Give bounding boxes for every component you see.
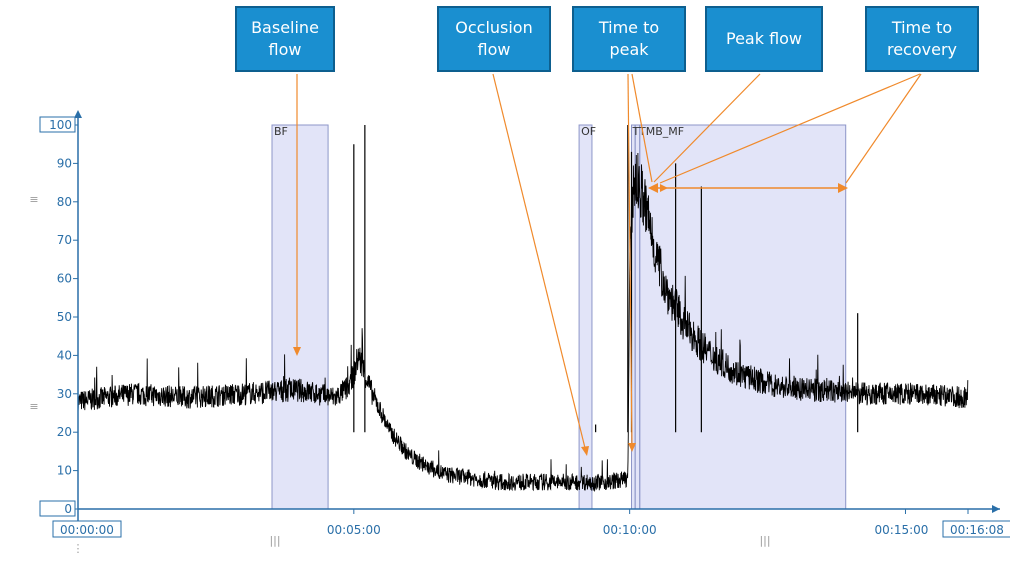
callout-baseline-flow: Baseline flow bbox=[235, 6, 335, 72]
x-tick-label: 00:15:00 bbox=[875, 523, 929, 537]
scroll-grip-icon[interactable]: ≡ bbox=[29, 400, 38, 413]
y-tick-label: 80 bbox=[57, 195, 72, 209]
y-tick-label: 90 bbox=[57, 156, 72, 170]
arrow-ttp-peak bbox=[631, 73, 653, 183]
arrow-occlusion bbox=[492, 73, 587, 453]
x-tick-label: 00:05:00 bbox=[327, 523, 381, 537]
y-tick-label: 30 bbox=[57, 387, 72, 401]
scroll-grip-icon[interactable]: ||| bbox=[269, 534, 280, 547]
y-tick-label: 60 bbox=[57, 272, 72, 286]
arrowhead-occlusion bbox=[581, 446, 589, 456]
scroll-handles: ≡ ≡ ||| ||| ⋮ bbox=[29, 193, 770, 555]
scroll-grip-icon[interactable]: ||| bbox=[759, 534, 770, 547]
annotation-arrows bbox=[293, 73, 922, 456]
y-tick-box bbox=[39, 500, 76, 517]
flow-trace bbox=[77, 125, 969, 493]
arrowhead-ttp-down bbox=[628, 443, 636, 452]
y-axis-arrow bbox=[74, 110, 82, 118]
y-tick-label: 70 bbox=[57, 233, 72, 247]
arrowhead-baseline bbox=[293, 347, 301, 356]
arrow-ttr-left bbox=[659, 73, 921, 184]
region-ttr bbox=[639, 124, 847, 510]
arrow-ttr-right bbox=[845, 73, 922, 184]
analysis-regions: BF OF TTMB_MF bbox=[271, 124, 847, 510]
axis-grip-icon: ⋮ bbox=[73, 542, 84, 555]
region-bf bbox=[271, 124, 329, 510]
callout-time-to-recovery: Time to recovery bbox=[865, 6, 979, 72]
y-tick-label: 0 bbox=[64, 502, 72, 516]
region-label-of: OF bbox=[581, 125, 596, 138]
y-tick-label: 100 bbox=[49, 118, 72, 132]
x-tick-label: 00:16:08 bbox=[950, 523, 1004, 537]
y-tick-label: 50 bbox=[57, 310, 72, 324]
arrowhead-recovery-left bbox=[648, 183, 658, 193]
x-tick-box bbox=[52, 520, 122, 538]
arrowhead-recovery-mid bbox=[660, 184, 668, 192]
callout-peak-flow: Peak flow bbox=[705, 6, 823, 72]
scroll-grip-icon[interactable]: ≡ bbox=[29, 193, 38, 206]
tick-labels: 0 10 20 30 40 50 60 70 80 90 100 00:00:00 00:05:00 00… bbox=[39, 116, 1010, 538]
y-tick-label: 20 bbox=[57, 425, 72, 439]
y-tick-label: 10 bbox=[57, 464, 72, 478]
arrowhead-recovery-right bbox=[838, 183, 848, 193]
region-label-ttp-mf: TTMB_MF bbox=[631, 125, 684, 138]
arrow-ttp-down bbox=[627, 73, 633, 449]
y-tick-box bbox=[39, 116, 76, 133]
x-axis-arrow bbox=[992, 505, 1000, 513]
arrow-peak bbox=[653, 73, 761, 183]
callout-time-to-peak: Time to peak bbox=[572, 6, 686, 72]
x-tick-label: 00:00:00 bbox=[60, 523, 114, 537]
flow-series-line bbox=[77, 152, 969, 493]
callout-occlusion-flow: Occlusion flow bbox=[437, 6, 551, 72]
axes bbox=[73, 110, 1000, 527]
x-tick-box bbox=[942, 520, 1010, 538]
region-label-bf: BF bbox=[274, 125, 288, 138]
y-tick-label: 40 bbox=[57, 348, 72, 362]
x-tick-label: 00:10:00 bbox=[603, 523, 657, 537]
